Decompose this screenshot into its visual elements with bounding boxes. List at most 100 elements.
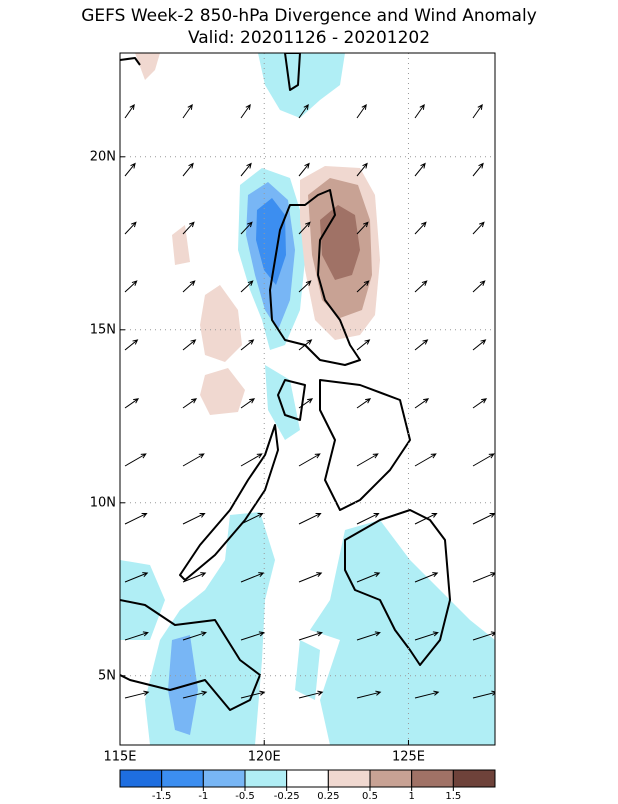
wind-arrow bbox=[414, 512, 438, 525]
wind-arrow bbox=[472, 103, 483, 119]
y-tick-label: 20N bbox=[90, 149, 116, 164]
wind-arrow bbox=[182, 103, 193, 119]
wind-arrow bbox=[356, 103, 367, 119]
wind-arrow bbox=[356, 280, 370, 293]
wind-arrow bbox=[124, 162, 136, 177]
wind-arrow bbox=[298, 103, 309, 119]
wind-arrow bbox=[240, 221, 253, 235]
wind-arrow bbox=[356, 572, 381, 583]
colorbar-label: 1.5 bbox=[445, 791, 461, 800]
colorbar-box bbox=[161, 769, 204, 788]
wind-arrow bbox=[240, 690, 266, 699]
colorbar-box bbox=[327, 769, 371, 788]
wind-arrow bbox=[124, 221, 137, 235]
wind-arrow bbox=[414, 103, 425, 119]
y-tick-label: 5N bbox=[98, 668, 116, 683]
colorbar-box bbox=[452, 769, 496, 788]
colorbar-label: -1.5 bbox=[152, 791, 172, 800]
colorbar-label: -0.25 bbox=[274, 791, 300, 800]
wind-arrow bbox=[240, 398, 256, 409]
wind-arrow bbox=[298, 398, 314, 409]
wind-vectors bbox=[124, 103, 495, 699]
wind-arrow bbox=[124, 512, 148, 525]
colorbar-box bbox=[119, 769, 163, 788]
wind-arrow bbox=[182, 162, 194, 177]
colorbar-box bbox=[411, 769, 454, 788]
wind-arrow bbox=[182, 398, 198, 409]
wind-arrow bbox=[182, 690, 208, 699]
wind-arrow bbox=[182, 572, 207, 583]
wind-arrow bbox=[472, 339, 487, 351]
title: GEFS Week-2 850-hPa Divergence and Wind … bbox=[81, 6, 537, 26]
wind-arrow bbox=[182, 221, 195, 235]
x-tick-label: 115E bbox=[103, 750, 136, 765]
colorbar: -1.5 -1 -0.5 -0.25 0.25 0.5 1 1.5 bbox=[119, 769, 496, 802]
wind-arrow bbox=[414, 453, 437, 467]
wind-arrow bbox=[240, 453, 263, 467]
wind-arrow bbox=[240, 512, 264, 525]
wind-arrow bbox=[356, 631, 381, 641]
wind-arrow bbox=[472, 631, 495, 641]
wind-arrow bbox=[124, 690, 150, 699]
wind-arrow bbox=[124, 280, 138, 293]
wind-arrow bbox=[298, 572, 323, 583]
wind-arrow bbox=[240, 631, 265, 641]
wind-arrow bbox=[298, 162, 310, 177]
wind-arrow bbox=[472, 572, 495, 583]
wind-arrow bbox=[356, 453, 379, 467]
colorbar-label: -0.5 bbox=[235, 791, 255, 800]
y-tick-label: 15N bbox=[90, 322, 116, 337]
colorbar-label: 1 bbox=[408, 791, 414, 800]
wind-arrow bbox=[356, 690, 382, 699]
wind-arrow bbox=[298, 453, 321, 467]
wind-arrow bbox=[240, 162, 252, 177]
wind-arrow bbox=[182, 280, 196, 293]
wind-arrow bbox=[124, 103, 135, 119]
wind-arrow bbox=[356, 221, 369, 235]
wind-arrow bbox=[472, 453, 495, 467]
wind-arrow bbox=[356, 162, 368, 177]
map-area bbox=[120, 53, 495, 745]
wind-arrow bbox=[124, 453, 147, 467]
colorbar-box bbox=[369, 769, 413, 788]
wind-arrow bbox=[298, 631, 323, 641]
wind-arrow bbox=[414, 280, 428, 293]
wind-arrow bbox=[124, 339, 139, 351]
colorbar-box bbox=[244, 769, 288, 788]
colorbar-box bbox=[202, 769, 246, 788]
coastlines bbox=[120, 53, 451, 711]
wind-arrow bbox=[414, 162, 426, 177]
wind-arrow bbox=[414, 339, 429, 351]
graticule bbox=[120, 53, 495, 745]
colorbar-label: -1 bbox=[198, 791, 208, 800]
wind-arrow bbox=[240, 572, 265, 583]
wind-arrow bbox=[298, 221, 311, 235]
wind-arrow bbox=[414, 572, 439, 583]
wind-arrow bbox=[356, 512, 380, 525]
shading bbox=[120, 53, 495, 745]
wind-arrow bbox=[472, 512, 495, 525]
wind-arrow bbox=[298, 280, 312, 293]
wind-arrow bbox=[298, 512, 322, 525]
wind-arrow bbox=[124, 631, 149, 641]
wind-arrow bbox=[472, 221, 485, 235]
x-tick-label: 120E bbox=[248, 750, 281, 765]
wind-arrow bbox=[414, 631, 439, 641]
wind-arrow bbox=[298, 339, 313, 351]
colorbar-label: 0.25 bbox=[317, 791, 339, 800]
wind-arrow bbox=[182, 453, 205, 467]
wind-arrow bbox=[182, 631, 207, 641]
wind-arrow bbox=[472, 398, 488, 409]
map-frame bbox=[119, 52, 496, 746]
wind-arrow bbox=[240, 280, 254, 293]
wind-arrow bbox=[472, 280, 486, 293]
y-tick-label: 10N bbox=[90, 495, 116, 510]
wind-arrow bbox=[298, 690, 324, 699]
axis-labels: 115E 120E 125E 5N 10N 15N 20N bbox=[90, 149, 425, 764]
wind-arrow bbox=[124, 398, 140, 409]
wind-arrow bbox=[414, 690, 440, 699]
wind-arrow bbox=[356, 398, 372, 409]
wind-arrow bbox=[124, 572, 149, 583]
wind-arrow bbox=[472, 690, 495, 699]
